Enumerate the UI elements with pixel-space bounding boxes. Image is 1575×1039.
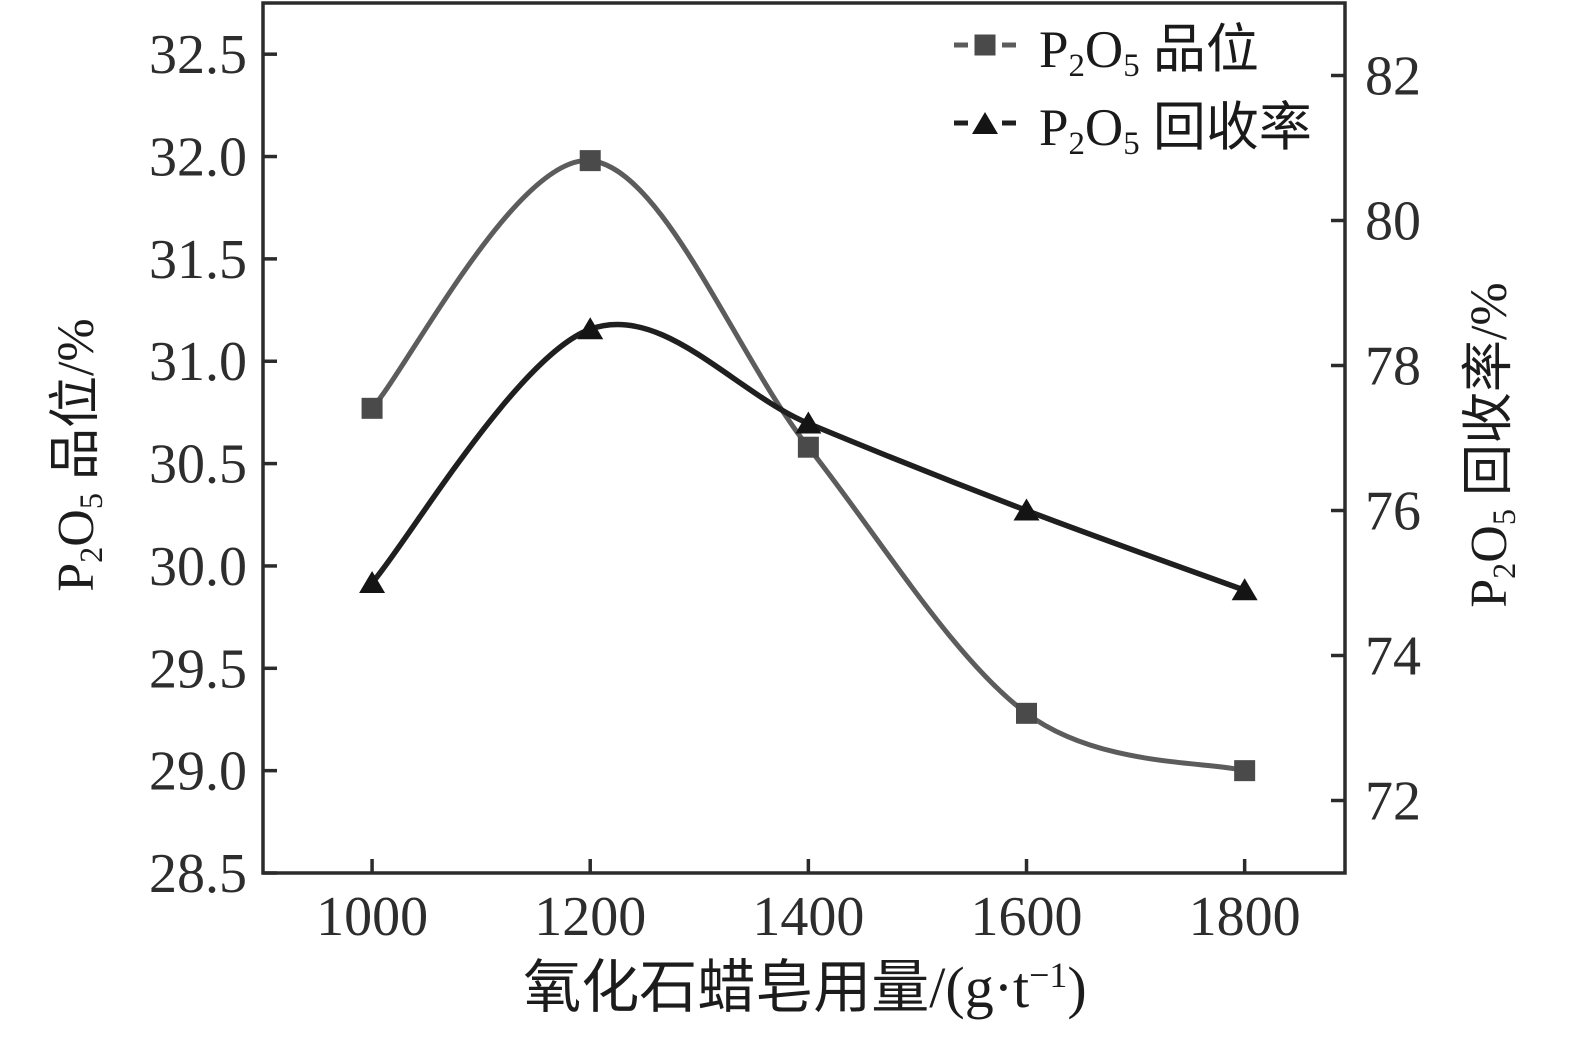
plot-frame <box>261 1 1347 875</box>
recovery-data-marker <box>359 571 386 593</box>
right-tick-label: 76 <box>1365 481 1421 543</box>
x-tick-label: 1600 <box>971 886 1083 948</box>
left-tick-label: 28.5 <box>149 843 247 905</box>
left-tick-label: 29.0 <box>149 741 247 803</box>
recovery-data-marker <box>577 317 604 340</box>
grade-data-marker <box>1016 702 1038 724</box>
right-tick-label: 72 <box>1365 771 1421 833</box>
recovery-data-marker <box>1013 498 1040 521</box>
left-tick-label: 30.0 <box>149 536 247 598</box>
grade-data-marker <box>797 436 819 458</box>
recovery-series-legend-marker-icon <box>954 112 1016 134</box>
grade-data-marker <box>1234 760 1256 782</box>
x-tick-label: 1800 <box>1189 886 1301 948</box>
x-tick-label: 1000 <box>316 886 428 948</box>
recovery-data-marker <box>795 411 822 434</box>
legend-item-grade: P2O5 品位 <box>953 6 1312 84</box>
right-tick-label: 80 <box>1365 191 1421 253</box>
grade-series-legend-marker-icon <box>954 34 1016 56</box>
legend-label-grade: P2O5 品位 <box>1039 21 1259 85</box>
x-tick-label: 1200 <box>534 886 646 948</box>
left-tick-label: 32.5 <box>149 24 247 86</box>
right-tick-label: 74 <box>1365 626 1421 688</box>
legend-item-recovery: P2O5 回收率 <box>953 84 1312 162</box>
x-tick-label: 1400 <box>752 886 864 948</box>
x-axis-title: 氧化石蜡皂用量/(g·t−1) <box>523 955 1087 1020</box>
grade-curve <box>370 158 1246 774</box>
right-axis-title: P2O5 回收率/% <box>1461 282 1523 608</box>
left-tick-label: 31.0 <box>149 331 247 393</box>
left-axis-title: P2O5 品位/% <box>48 318 110 592</box>
legend: P2O5 品位 P2O5 回收率 <box>953 6 1312 162</box>
grade-data-marker <box>361 397 383 419</box>
left-tick-label: 30.5 <box>149 434 247 496</box>
legend-label-recovery: P2O5 回收率 <box>1039 99 1312 163</box>
left-tick-label: 32.0 <box>149 127 247 189</box>
grade-data-marker <box>579 150 601 172</box>
right-tick-label: 82 <box>1365 46 1421 108</box>
recovery-curve <box>369 321 1246 593</box>
left-tick-label: 29.5 <box>149 638 247 700</box>
recovery-data-marker <box>1231 578 1258 601</box>
right-tick-label: 78 <box>1365 336 1421 398</box>
left-tick-label: 31.5 <box>149 229 247 291</box>
